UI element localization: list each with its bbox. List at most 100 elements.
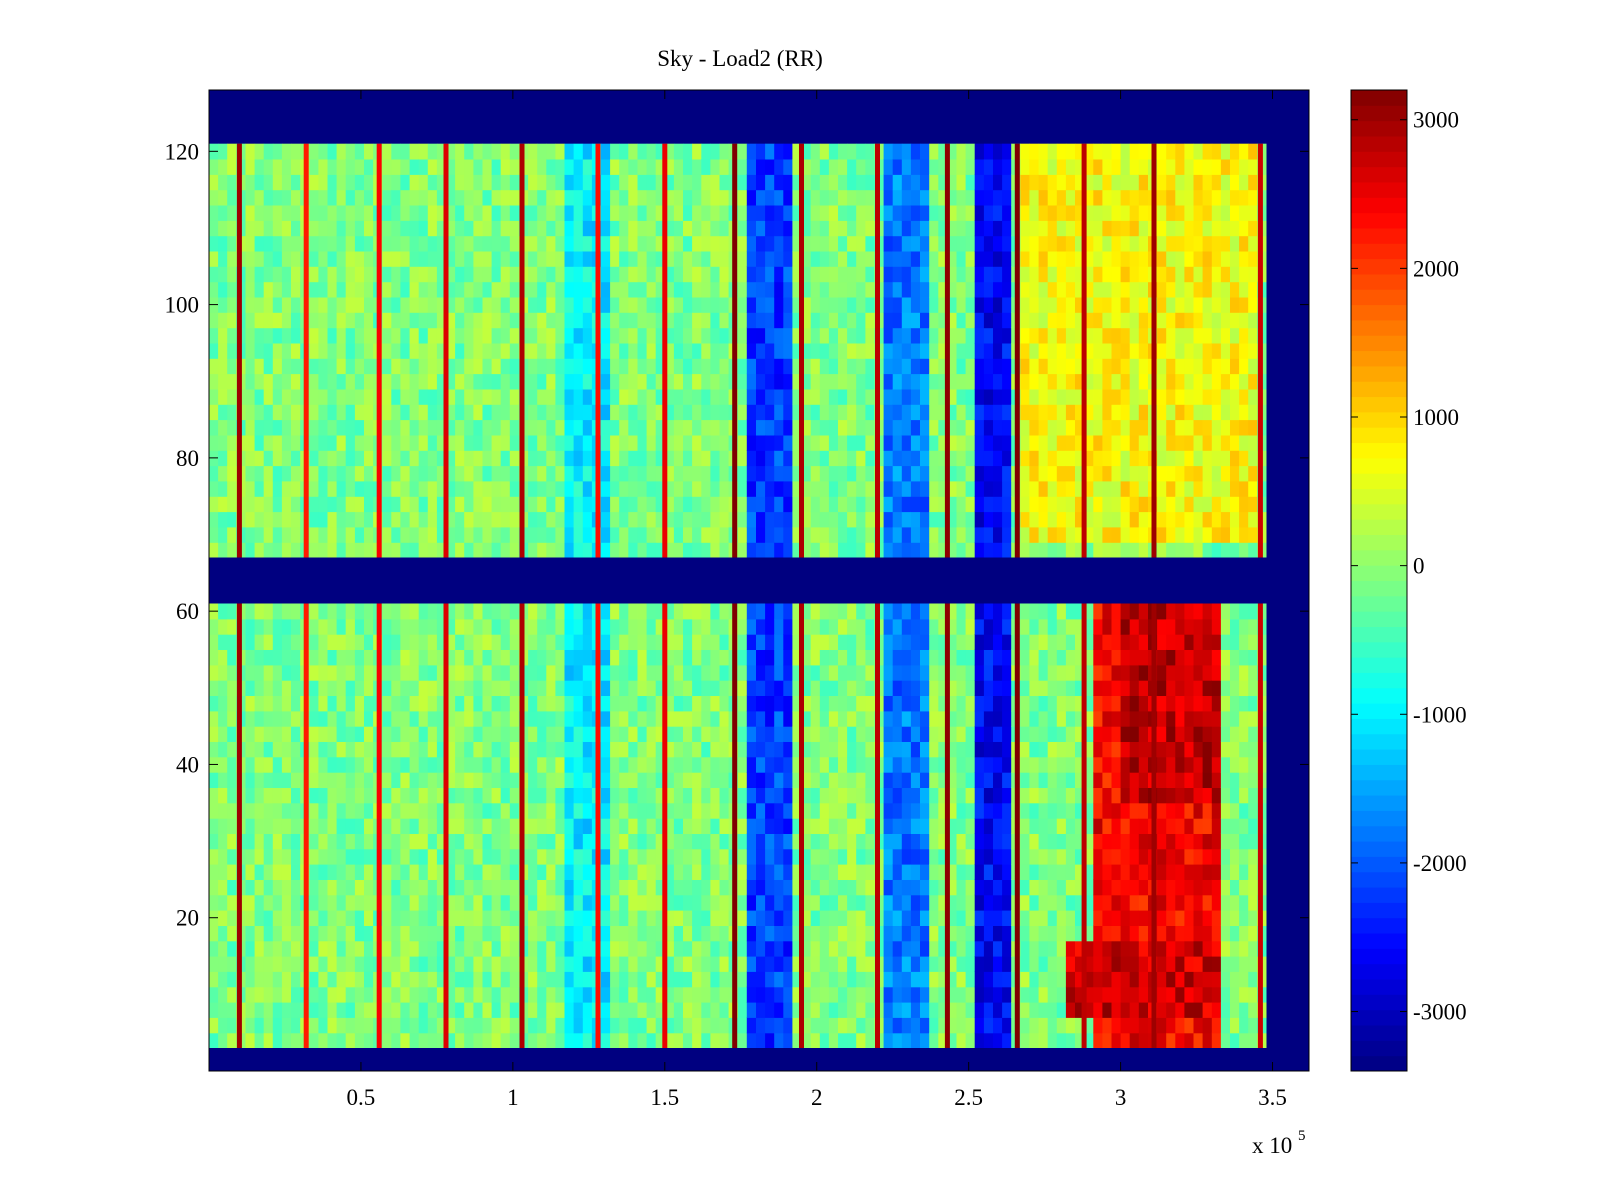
heatmap-cell (938, 649, 948, 666)
heatmap-cell (464, 864, 474, 880)
heatmap-cell (956, 664, 967, 681)
heatmap-cell (856, 465, 866, 482)
heatmap-cell (327, 664, 338, 681)
heatmap-cell (391, 542, 401, 559)
heatmap-cell (655, 818, 666, 834)
heatmap-cell (828, 358, 839, 375)
heatmap-cell (974, 910, 985, 926)
heatmap-cell (965, 496, 976, 513)
heatmap-cell (965, 618, 976, 635)
heatmap-cell (482, 664, 493, 681)
heatmap-cell (865, 833, 876, 850)
heatmap-cell (865, 281, 876, 298)
heatmap-cell (336, 159, 347, 175)
heatmap-cell (993, 956, 1003, 972)
heatmap-cell (673, 159, 684, 175)
heatmap-cell (692, 925, 702, 942)
heatmap-cell (473, 465, 484, 482)
heatmap-cell (254, 1002, 265, 1018)
heatmap-cell (664, 296, 675, 313)
heatmap-cell (263, 772, 274, 788)
heatmap-cell (245, 373, 256, 390)
heatmap-cell (646, 756, 657, 773)
heatmap-cell (473, 956, 484, 972)
heatmap-cell (619, 864, 629, 880)
heatmap-cell (446, 634, 456, 650)
heatmap-cell (929, 465, 939, 482)
heatmap-cell (336, 511, 347, 528)
heatmap-cell (364, 434, 374, 451)
heatmap-cell (865, 894, 876, 911)
heatmap-cell (783, 250, 793, 267)
heatmap-cell (546, 894, 556, 911)
heatmap-cell (655, 940, 666, 957)
heatmap-cell (482, 388, 493, 405)
heatmap-cell (509, 741, 520, 758)
heatmap-cell (683, 787, 693, 804)
heatmap-cell (446, 1002, 456, 1018)
heatmap-cell (774, 465, 784, 482)
heatmap-cell (765, 465, 775, 482)
heatmap-cell (993, 1017, 1003, 1034)
heatmap-cell (847, 1032, 857, 1049)
heatmap-cell (409, 649, 420, 666)
heatmap-cell (227, 327, 237, 344)
heatmap-cell (227, 281, 237, 298)
heatmap-cell (847, 480, 857, 497)
heatmap-cell (263, 818, 274, 834)
heatmap-cell (418, 649, 429, 666)
heatmap-cell (920, 312, 930, 329)
heatmap-cell (427, 250, 438, 267)
heatmap-cell (856, 818, 866, 834)
heatmap-cell (710, 940, 721, 957)
heatmap-cell (318, 542, 329, 559)
heatmap-cell (254, 910, 265, 926)
heatmap-cell (838, 159, 848, 175)
heatmap-cell (309, 159, 319, 175)
heatmap-cell (473, 756, 484, 773)
heatmap-cell (783, 940, 793, 957)
heatmap-cell (573, 235, 584, 252)
heatmap-cell (737, 986, 748, 1003)
heatmap-cell (719, 618, 730, 635)
heatmap-cell (856, 894, 866, 911)
heatmap-cell (209, 174, 219, 191)
heatmap-cell (327, 266, 338, 283)
heatmap-cell (582, 971, 593, 988)
heatmap-cell (354, 1032, 365, 1049)
heatmap-cell (573, 971, 584, 988)
heatmap-cell (564, 756, 575, 773)
heatmap-cell (938, 542, 948, 559)
heatmap-cell (418, 480, 429, 497)
heatmap-cell (509, 189, 520, 206)
heatmap-cell (619, 879, 629, 896)
heatmap-cell (409, 526, 420, 543)
heatmap-cell (746, 143, 757, 160)
heatmap-cell (400, 695, 411, 712)
heatmap-cell (983, 802, 994, 819)
heatmap-cell (929, 159, 939, 175)
heatmap-cell (810, 818, 821, 834)
heatmap-cell (701, 910, 711, 926)
heatmap-cell (719, 465, 730, 482)
heatmap-cell (692, 910, 702, 926)
heatmap-cell (382, 879, 392, 896)
heatmap-cell (901, 986, 912, 1003)
heatmap-cell (281, 649, 292, 666)
heatmap-cell (801, 695, 812, 712)
heatmap-cell (610, 296, 620, 313)
heatmap-cell (901, 342, 912, 359)
heatmap-cell (765, 940, 775, 957)
heatmap-cell (509, 281, 520, 298)
heatmap-cell (901, 465, 912, 482)
heatmap-cell (774, 1017, 784, 1034)
heatmap-cell (810, 864, 821, 880)
heatmap-cell (327, 511, 338, 528)
heatmap-cell (482, 373, 493, 390)
heatmap-cell (947, 220, 958, 237)
heatmap-cell (920, 848, 930, 865)
heatmap-cell (382, 925, 392, 942)
heatmap-cell (254, 848, 265, 865)
heatmap-cell (218, 940, 228, 957)
heatmap-cell (765, 695, 775, 712)
